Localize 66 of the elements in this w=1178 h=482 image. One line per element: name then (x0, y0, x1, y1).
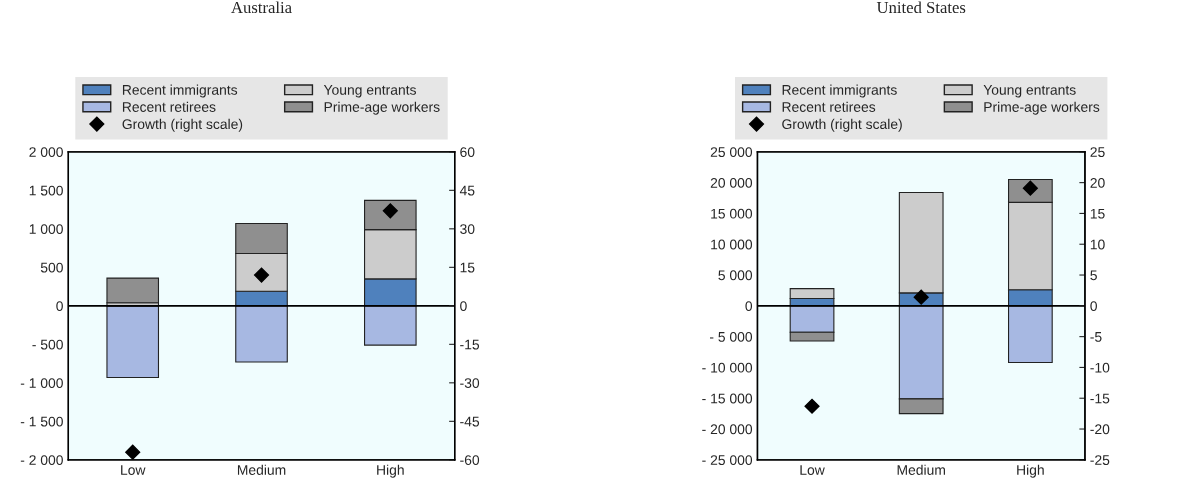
y-tick-label: 1 000 (29, 224, 63, 234)
y-tick-label: - 1 500 (20, 416, 63, 427)
x-tick-label: Medium (237, 464, 286, 475)
y-tick-label: 1 500 (29, 185, 63, 196)
y-tick-label: 500 (40, 262, 63, 273)
y-tick-label: 20 000 (710, 177, 753, 188)
y-tick-label: - 1 000 (20, 378, 63, 388)
y-tick-label: 25 000 (710, 147, 753, 157)
y2-tick-label: 0 (1090, 301, 1097, 311)
y-tick-label: 0 (56, 301, 63, 311)
point (804, 398, 820, 414)
y2-tick-label: 5 (1090, 270, 1097, 281)
legend-label: Recent retirees (782, 101, 876, 112)
y2-tick-label: -20 (1090, 424, 1110, 435)
y2-tick-label: 30 (460, 224, 475, 234)
x-tick-label: Low (121, 465, 146, 475)
y-tick-label: 2 000 (29, 147, 63, 157)
y2-tick-label: 60 (460, 147, 475, 157)
y2-tick-label: 20 (1090, 177, 1105, 188)
y-tick-label: - 25 000 (702, 455, 753, 465)
y-tick-label: 5 000 (718, 270, 753, 281)
x-tick-label: High (1017, 464, 1044, 478)
y2-tick-label: -25 (1090, 455, 1110, 465)
y2-tick-label: 10 (1090, 239, 1105, 250)
y2-tick-label: -45 (460, 416, 480, 427)
y2-tick-label: -15 (1090, 393, 1110, 404)
bar (106, 305, 160, 378)
legend-label: Young entrants (983, 85, 1076, 98)
chart-title: United States (876, 1, 966, 14)
legend-label: Prime-age workers (324, 101, 440, 115)
y2-tick-label: 15 (460, 262, 475, 273)
x-tick-label: High (377, 464, 404, 478)
legend-label: Prime-age workers (984, 101, 1100, 115)
legend-label: Recent immigrants (782, 84, 897, 98)
bar (235, 305, 288, 363)
point (913, 289, 929, 305)
y2-tick-label: -15 (460, 339, 480, 350)
legend-label: Recent immigrants (122, 84, 238, 98)
y-tick-label: - 20 000 (702, 424, 753, 435)
y2-tick-label: 0 (460, 301, 467, 311)
y-tick-label: 0 (745, 301, 753, 311)
legend-label: Recent retirees (122, 101, 216, 112)
bar (1007, 305, 1053, 364)
bar (106, 277, 160, 304)
legend-label: Growth (right scale) (122, 118, 243, 132)
y2-tick-label: -30 (460, 378, 480, 388)
y-tick-label: - 5 000 (709, 331, 753, 342)
bar (363, 305, 417, 346)
legend-label: Growth (right scale) (782, 118, 902, 132)
y-tick-label: - 15 000 (702, 393, 753, 404)
y2-tick-label: -10 (1090, 362, 1110, 373)
y-tick-label: 10 000 (711, 239, 753, 250)
point (125, 444, 141, 460)
y2-tick-label: 45 (459, 185, 475, 196)
x-tick-label: Low (800, 465, 825, 475)
legend-label: Young entrants (323, 85, 416, 98)
y-tick-label: - 2 000 (20, 455, 63, 465)
x-tick-label: Medium (897, 464, 945, 475)
y-tick-label: 15 000 (711, 208, 753, 219)
chart-title: Australia (231, 1, 292, 14)
y2-tick-label: 15 (1090, 208, 1105, 219)
y2-tick-label: -5 (1090, 332, 1102, 342)
y2-tick-label: -60 (460, 455, 480, 465)
y-tick-label: - 500 (32, 339, 63, 350)
y-tick-label: - 10 000 (702, 362, 753, 373)
y2-tick-label: 25 (1090, 147, 1105, 157)
